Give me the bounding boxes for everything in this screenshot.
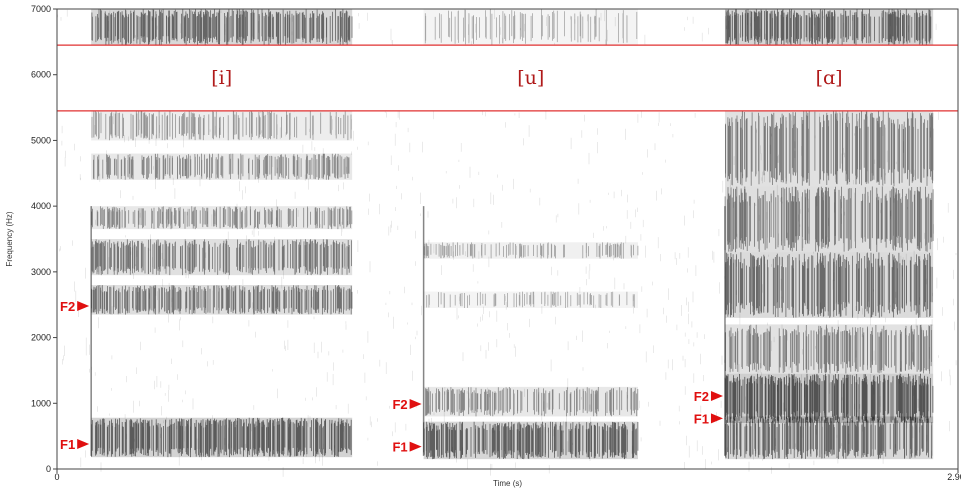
axes-layer: 0 1000 2000 3000 4000 5000 6000 7000 0 2.90 xyxy=(31,4,961,482)
segment-2-band-1-striations xyxy=(423,421,639,460)
segment-3-band-5-striations xyxy=(724,186,934,253)
vowel-label-2: [u] xyxy=(517,67,544,89)
formant-band-layer xyxy=(90,9,934,460)
y-tick-label-4000: 4000 xyxy=(31,201,51,211)
segment-1-band-2-striations xyxy=(91,285,353,315)
segment-3-f1-arrow-icon xyxy=(710,413,723,424)
segment-1-band-7-striations xyxy=(91,9,353,46)
segment-3-band-2-striations xyxy=(724,373,934,423)
segment-3-band-6-striations xyxy=(725,110,934,187)
segment-2-f1-label: F1 xyxy=(392,440,407,455)
segment-2-f1-arrow-icon xyxy=(409,441,422,452)
y-tick-label-1000: 1000 xyxy=(31,398,51,408)
segment-1-band-5-wash xyxy=(91,153,353,180)
segment-3-f2-arrow-icon xyxy=(710,391,723,402)
segment-1-f1-arrow-icon xyxy=(77,439,90,450)
y-tick-label-7000: 7000 xyxy=(31,4,51,14)
segment-3-f1-label: F1 xyxy=(694,411,709,426)
segment-3-band-4-striations xyxy=(725,252,933,318)
formant-marker-layer: F1 F2 F1 F2 F1 F2 xyxy=(60,299,723,455)
segment-1-band-3-striations xyxy=(91,239,352,276)
y-tick-label-6000: 6000 xyxy=(31,70,51,80)
segment-2-band-4-wash xyxy=(423,242,638,259)
segment-2-band-3-wash xyxy=(423,291,638,308)
segment-1-band-7-wash xyxy=(91,9,353,46)
segment-2-band-5-striations xyxy=(424,9,638,45)
y-axis-title: Frequency (Hz) xyxy=(5,211,14,266)
segment-1-band-1-striations xyxy=(91,417,352,458)
x-tick-label-1: 2.90 xyxy=(947,472,961,482)
segment-2-band-2-wash xyxy=(423,386,638,417)
segment-2-f2-label: F2 xyxy=(392,397,407,412)
segment-3-band-3-wash xyxy=(724,324,934,374)
y-tick-label-3000: 3000 xyxy=(31,267,51,277)
segment-1-band-4-wash xyxy=(91,206,353,230)
segment-1-band-4-striations xyxy=(91,206,353,230)
segment-1-band-6-wash xyxy=(91,110,353,141)
segment-1-f1-label: F1 xyxy=(60,437,75,452)
y-tick-label-0: 0 xyxy=(46,464,51,474)
x-axis-title: Time (s) xyxy=(493,479,522,488)
segment-1-f2-label: F2 xyxy=(60,299,75,314)
segment-1-band-6-striations xyxy=(91,110,352,141)
segment-1-band-5-striations xyxy=(93,153,350,180)
vowel-label-band: [i] [u] [ɑ] xyxy=(57,44,958,112)
y-tick-label-2000: 2000 xyxy=(31,333,51,343)
segment-2-band-5-wash xyxy=(423,9,638,46)
vowel-label-1: [i] xyxy=(211,67,232,89)
segment-3-f2-label: F2 xyxy=(694,389,709,404)
segment-2-band-2-striations xyxy=(425,387,639,417)
plot-frame xyxy=(56,8,959,470)
segment-2-band-3-striations xyxy=(426,291,635,308)
segment-2-f2-arrow-icon xyxy=(409,398,422,409)
segment-3-band-1-striations xyxy=(724,416,933,460)
x-tick-label-0: 0 xyxy=(54,472,59,482)
segment-3-band-7-striations xyxy=(725,9,932,45)
segment-1-f2-arrow-icon xyxy=(77,301,90,312)
y-tick-label-5000: 5000 xyxy=(31,135,51,145)
label-band-background xyxy=(57,45,958,111)
vowel-label-3: [ɑ] xyxy=(816,67,843,89)
segment-3-band-3-striations xyxy=(724,324,932,374)
